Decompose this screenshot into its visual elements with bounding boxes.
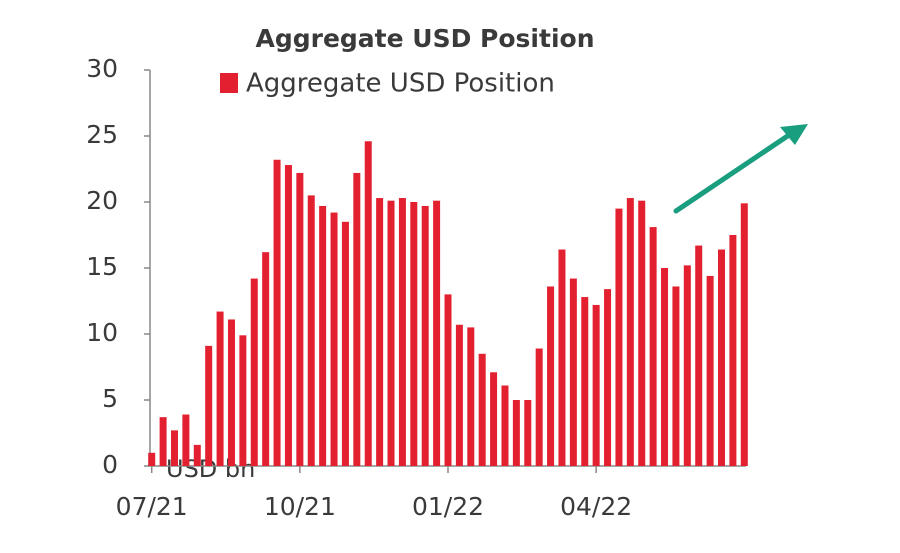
bar	[718, 249, 726, 466]
bar	[626, 198, 634, 467]
arrow-head	[780, 124, 808, 145]
bar	[148, 452, 156, 466]
bar	[695, 245, 703, 466]
bar	[512, 400, 520, 466]
bar	[216, 311, 224, 466]
bar	[524, 400, 532, 466]
y-tick-label: 15	[86, 252, 118, 281]
bar	[262, 252, 270, 466]
bar	[638, 200, 646, 466]
bar	[227, 319, 235, 466]
bar	[398, 198, 406, 467]
bar	[535, 348, 543, 466]
bar	[307, 195, 315, 466]
bar	[661, 268, 669, 466]
legend-label: Aggregate USD Position	[246, 69, 555, 99]
bar	[170, 430, 178, 466]
bar	[193, 444, 201, 466]
x-tick-label: 04/22	[560, 492, 632, 521]
bar	[273, 159, 281, 466]
bar	[615, 208, 623, 466]
bar	[604, 289, 612, 466]
bar	[455, 324, 463, 466]
bar	[284, 165, 292, 467]
x-tick-label: 01/22	[412, 492, 484, 521]
bar	[558, 249, 566, 466]
bar	[569, 278, 577, 466]
y-tick-label: 30	[86, 54, 118, 83]
y-tick-label: 20	[86, 186, 118, 215]
bar	[444, 294, 452, 466]
x-tick-label: 10/21	[264, 492, 336, 521]
bar	[387, 200, 395, 466]
bar	[296, 172, 304, 466]
bar	[740, 203, 748, 466]
bar	[501, 385, 509, 466]
bar	[649, 227, 657, 466]
x-tick-label: 07/21	[116, 492, 188, 521]
bar	[159, 417, 167, 466]
bar	[592, 304, 600, 466]
bar	[729, 235, 737, 466]
y-tick-label: 5	[102, 384, 118, 413]
bar	[421, 205, 429, 466]
bar	[467, 327, 475, 466]
trend-arrow	[673, 128, 798, 214]
bar	[353, 172, 361, 466]
bar	[239, 335, 247, 466]
y-tick-label: 10	[86, 318, 118, 347]
chart-title: Aggregate USD Position	[255, 24, 594, 53]
bar	[364, 141, 372, 466]
bar	[672, 286, 680, 466]
y-tick-label: 0	[102, 450, 118, 479]
bar	[581, 297, 589, 466]
bar	[706, 275, 714, 466]
bar	[433, 200, 441, 466]
bar	[205, 345, 213, 466]
bar	[410, 202, 418, 466]
bar	[376, 198, 384, 467]
legend-swatch	[220, 73, 238, 93]
bar	[490, 372, 498, 466]
bar	[478, 353, 486, 466]
y-tick-label: 25	[86, 120, 118, 149]
bar	[547, 286, 555, 466]
bar	[341, 221, 349, 466]
bar	[330, 212, 338, 466]
bar	[250, 278, 258, 466]
bar	[683, 265, 691, 466]
bar	[182, 414, 190, 466]
bar	[319, 205, 327, 466]
